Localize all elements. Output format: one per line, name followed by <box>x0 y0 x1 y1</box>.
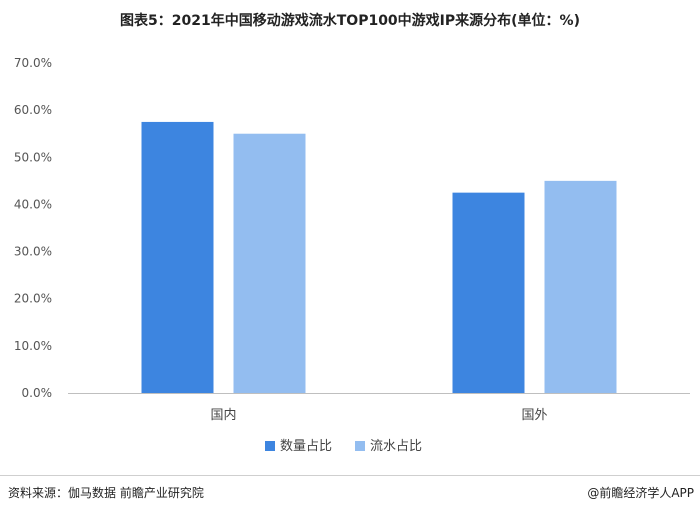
legend: 数量占比 流水占比 <box>265 439 422 454</box>
brand-label: @前瞻经济学人APP <box>587 486 694 500</box>
legend-label: 流水占比 <box>370 439 422 454</box>
y-tick-label: 0.0% <box>22 386 53 400</box>
y-tick-label: 70.0% <box>14 56 52 70</box>
y-tick-label: 50.0% <box>14 150 52 164</box>
footer-divider <box>0 475 700 476</box>
x-category-label: 国内 <box>210 407 236 423</box>
bar-1-2 <box>233 133 306 393</box>
y-tick-label: 10.0% <box>14 339 52 353</box>
chart-title: 图表5：2021年中国移动游戏流水TOP100中游戏IP来源分布(单位：%) <box>120 13 580 29</box>
y-axis-ticks: 0.0% 10.0% 20.0% 30.0% 40.0% 50.0% 60.0% 70.0% <box>14 56 52 400</box>
legend-label: 数量占比 <box>280 439 332 454</box>
y-tick-label: 20.0% <box>14 292 52 306</box>
bar-2-1 <box>452 192 525 393</box>
source-note: 资料来源：伽马数据 前瞻产业研究院 <box>8 486 204 500</box>
bar-1-1 <box>141 121 214 393</box>
legend-swatch <box>355 441 365 451</box>
x-category-label: 国外 <box>521 408 547 423</box>
bar-2-2 <box>544 180 617 393</box>
y-tick-label: 60.0% <box>14 103 52 117</box>
legend-swatch <box>265 441 275 451</box>
y-tick-label: 40.0% <box>14 197 52 211</box>
bar-chart: 0.0%10.0%20.0%30.0%40.0%50.0%60.0%70.0% … <box>14 56 690 454</box>
bars <box>141 121 617 393</box>
y-tick-label: 30.0% <box>14 245 52 259</box>
x-axis-categories: 国内 国外 <box>210 407 547 423</box>
